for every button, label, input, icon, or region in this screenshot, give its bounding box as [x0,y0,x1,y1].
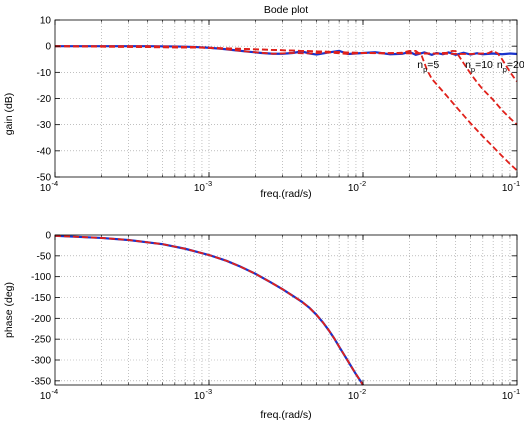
gain-y-label: gain (dB) [3,93,15,136]
grid-lines [55,235,517,385]
y-tick-label: -100 [31,272,51,283]
series-annotation: np=10 [465,59,493,74]
x-tick-label: 10-1 [502,179,520,194]
x-tick-label: 10-1 [502,387,520,402]
y-tick-label: -300 [31,356,51,367]
y-tick-label: -150 [31,293,51,304]
y-tick-label: -250 [31,335,51,346]
gain-x-label: freq.(rad/s) [260,188,311,200]
y-tick-label: -10 [37,68,52,79]
chart-title: Bode plot [264,4,308,16]
dashed-series-3 [54,45,518,83]
phase-panel: 10-4 10-3 10-2 10-1 0 -50 -100 -150 -200 -250 -300… [31,231,520,403]
x-tick-label: 10-3 [194,179,212,194]
y-tick-label: 0 [45,231,51,242]
dashed-series-1 [55,45,518,172]
y-tick-label: -200 [31,314,51,325]
x-tick-label: 10-4 [40,387,58,402]
y-tick-label: -50 [37,173,52,184]
y-tick-label: 10 [40,16,52,27]
y-tick-label: -40 [37,146,52,157]
plot-area [55,235,517,385]
x-tick-label: 10-2 [348,179,366,194]
series-annotation: np=20 [497,59,524,74]
y-tick-label: -50 [37,251,52,262]
axes-frame [54,234,518,386]
grid-lines [55,20,517,177]
y-tick-label: -30 [37,120,52,131]
dashed-series-1 [54,234,364,386]
y-tick-label: -350 [31,376,51,387]
series-annotation: np=5 [417,59,439,74]
y-tick-label: -20 [37,94,52,105]
phase-y-label: phase (deg) [3,282,15,338]
x-tick-label: 10-2 [348,387,366,402]
dashed-series-2 [54,45,518,126]
phase-x-label: freq.(rad/s) [260,409,311,421]
y-tick-label: 0 [45,42,51,53]
x-tick-label: 10-3 [194,387,212,402]
